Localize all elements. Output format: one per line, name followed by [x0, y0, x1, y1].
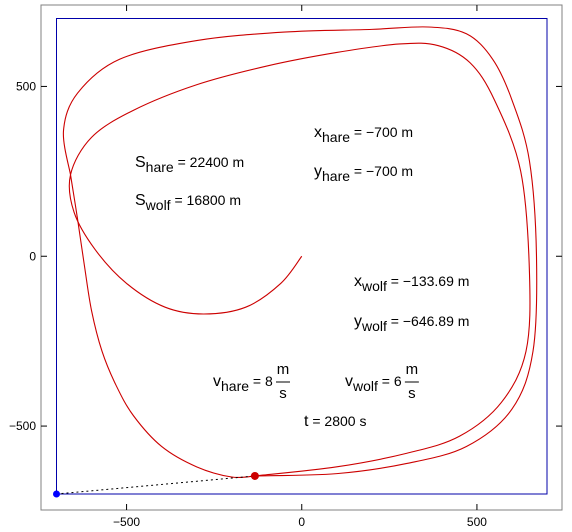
x-hare-label: xhare = −700 m [314, 124, 413, 145]
s-wolf-label: Swolf = 16800 m [135, 192, 241, 213]
time-label: t = 2800 s [304, 413, 366, 430]
y-hare-subscript: hare [322, 168, 350, 184]
x-tick-label: 500 [467, 515, 487, 529]
v-hare-unit-numerator: m [277, 361, 290, 378]
wolf-path-outer [62, 26, 538, 477]
s-wolf-value: = 16800 m [171, 192, 241, 208]
y-hare-label: yhare = −700 m [314, 163, 413, 184]
x-hare-subscript: hare [322, 129, 350, 145]
v-hare-unit-denominator: s [279, 385, 287, 402]
s-hare-value: = 22400 m [174, 154, 244, 170]
y-wolf-subscript: wolf [361, 318, 387, 334]
y-tick-label: 500 [16, 79, 36, 93]
marker-layer [53, 471, 259, 498]
y-hare-value: = −700 m [350, 163, 413, 179]
s-hare-symbol: S [135, 154, 146, 171]
v-wolf-symbol: v [345, 373, 353, 390]
axis-ticks: −500 0 500 500 0 −500 [9, 5, 562, 529]
v-wolf-unit-numerator: m [406, 361, 419, 378]
wolf-path-return [69, 174, 255, 479]
y-hare-symbol: y [314, 163, 322, 180]
x-wolf-subscript: wolf [361, 278, 387, 294]
y-wolf-symbol: y [354, 313, 362, 330]
x-hare-value: = −700 m [350, 124, 413, 140]
series-layer [56, 18, 548, 495]
s-wolf-symbol: S [135, 192, 146, 209]
v-hare-label: vhare = 8 [213, 373, 273, 394]
x-wolf-symbol: x [354, 273, 362, 290]
v-wolf-value: = 6 [378, 373, 402, 389]
wolf-marker [250, 471, 259, 480]
s-wolf-subscript: wolf [145, 197, 171, 213]
hare-marker [53, 490, 60, 498]
y-wolf-value: = −646.89 m [387, 313, 470, 329]
wolf-path [68, 42, 531, 477]
s-hare-subscript: hare [146, 159, 174, 175]
v-hare-value: = 8 [249, 373, 273, 389]
v-wolf-label: vwolf = 6 [345, 373, 402, 394]
x-hare-symbol: x [314, 124, 322, 141]
v-wolf-unit-denominator: s [408, 385, 416, 402]
v-hare-symbol: v [213, 373, 221, 390]
y-tick-label: 0 [29, 249, 36, 263]
y-wolf-label: ywolf = −646.89 m [354, 313, 469, 334]
v-wolf-subscript: wolf [352, 378, 378, 394]
time-symbol: t [304, 413, 309, 430]
line-of-sight [56, 475, 255, 495]
x-tick-label: 0 [298, 515, 305, 529]
x-wolf-value: = −133.69 m [387, 273, 470, 289]
hare-path [56, 18, 548, 495]
x-tick-label: −500 [113, 515, 140, 529]
v-hare-subscript: hare [221, 378, 249, 394]
time-value: = 2800 s [308, 413, 366, 429]
y-tick-label: −500 [9, 419, 36, 433]
x-wolf-label: xwolf = −133.69 m [354, 273, 469, 294]
s-hare-label: Share = 22400 m [135, 154, 244, 175]
